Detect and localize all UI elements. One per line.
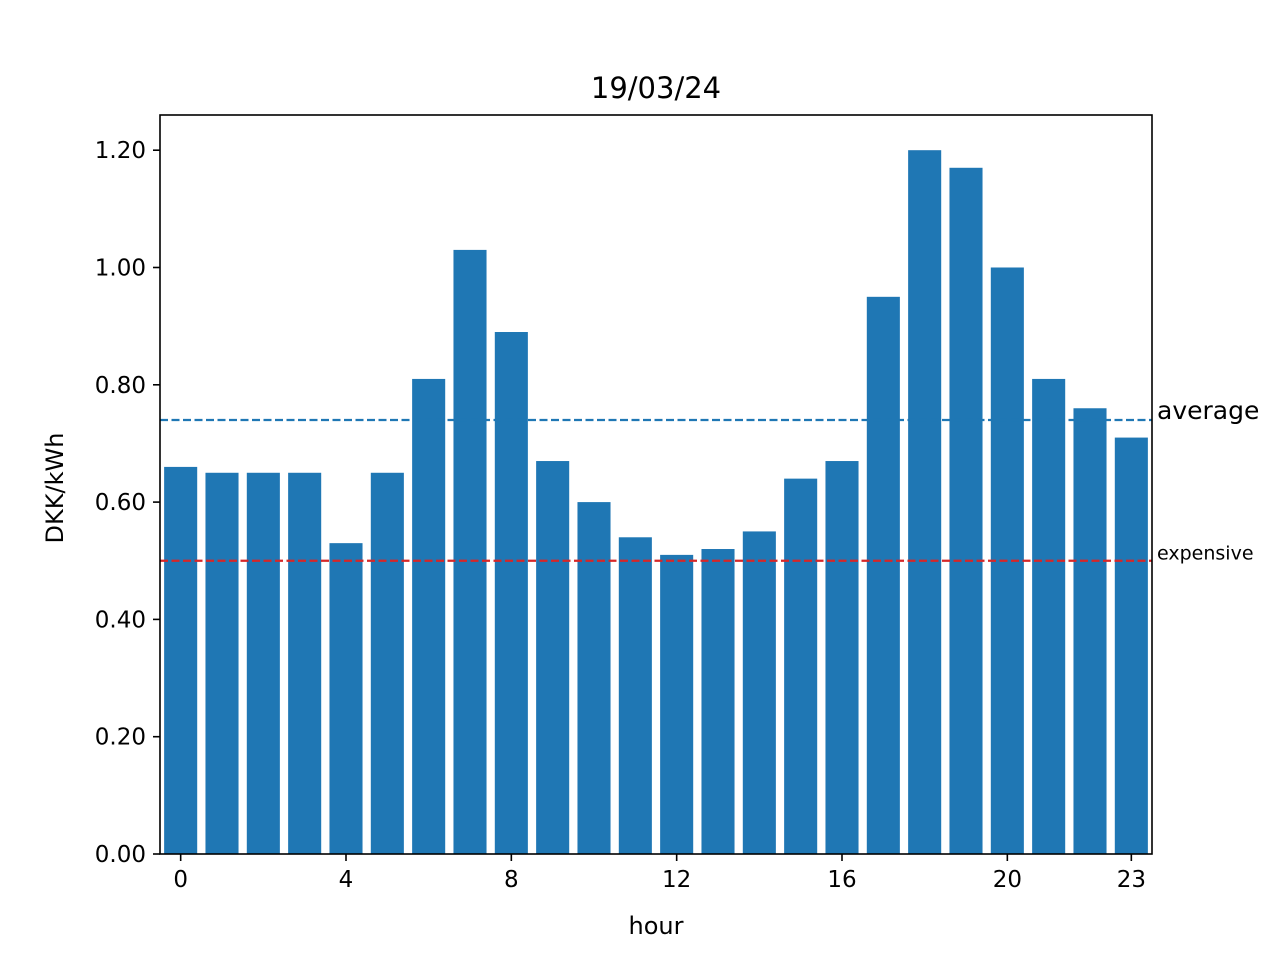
x-tick-label: 8 <box>504 867 519 893</box>
bar-hour-6 <box>412 378 446 854</box>
bar-hour-23 <box>1114 437 1148 854</box>
x-axis: 0 4 8 12 16 20 23 <box>173 854 1146 893</box>
y-tick-label: 1.00 <box>95 255 146 281</box>
y-tick-label: 0.80 <box>95 373 146 399</box>
bar-hour-5 <box>370 472 404 854</box>
expensive-label: expensive <box>1157 543 1254 565</box>
bar-hour-13 <box>701 549 735 854</box>
y-tick-label: 0.20 <box>95 725 146 751</box>
plot-frame <box>159 114 1153 855</box>
x-tick-label: 16 <box>827 867 856 893</box>
y-tick-label: 0.40 <box>95 607 146 633</box>
bar-hour-14 <box>742 531 776 854</box>
bar-hour-17 <box>866 296 900 854</box>
x-tick-label: 4 <box>339 867 354 893</box>
y-tick-label: 0.00 <box>95 842 146 868</box>
bar-hour-22 <box>1073 408 1107 854</box>
bar-hour-12 <box>660 554 694 854</box>
bar-hour-9 <box>536 461 570 854</box>
x-axis-label: hour <box>629 912 684 940</box>
bar-series <box>164 150 1148 855</box>
y-axis: 0.00 0.20 0.40 0.60 0.80 1.00 1.20 <box>95 138 160 868</box>
bar-hour-1 <box>205 472 239 854</box>
bar-hour-16 <box>825 461 859 854</box>
bar-hour-7 <box>453 249 487 854</box>
x-tick-label: 0 <box>173 867 188 893</box>
bar-hour-8 <box>494 332 528 854</box>
bar-hour-21 <box>1032 378 1066 854</box>
y-tick-label: 0.60 <box>95 490 146 516</box>
y-axis-label: DKK/kWh <box>41 433 69 544</box>
bar-hour-3 <box>288 472 322 854</box>
x-tick-label: 23 <box>1117 867 1146 893</box>
bar-hour-15 <box>784 478 818 854</box>
x-tick-label: 12 <box>662 867 691 893</box>
reference-lines: average expensive <box>160 396 1259 565</box>
bar-hour-11 <box>618 537 652 854</box>
chart-title: 19/03/24 <box>591 71 721 105</box>
bar-hour-0 <box>164 466 198 854</box>
average-label: average <box>1157 396 1259 425</box>
bar-hour-4 <box>329 543 363 854</box>
y-tick-label: 1.20 <box>95 138 146 164</box>
x-tick-label: 20 <box>993 867 1022 893</box>
bar-hour-18 <box>908 150 942 854</box>
bar-hour-10 <box>577 502 611 854</box>
bar-hour-19 <box>949 167 983 855</box>
bar-hour-2 <box>246 472 280 854</box>
